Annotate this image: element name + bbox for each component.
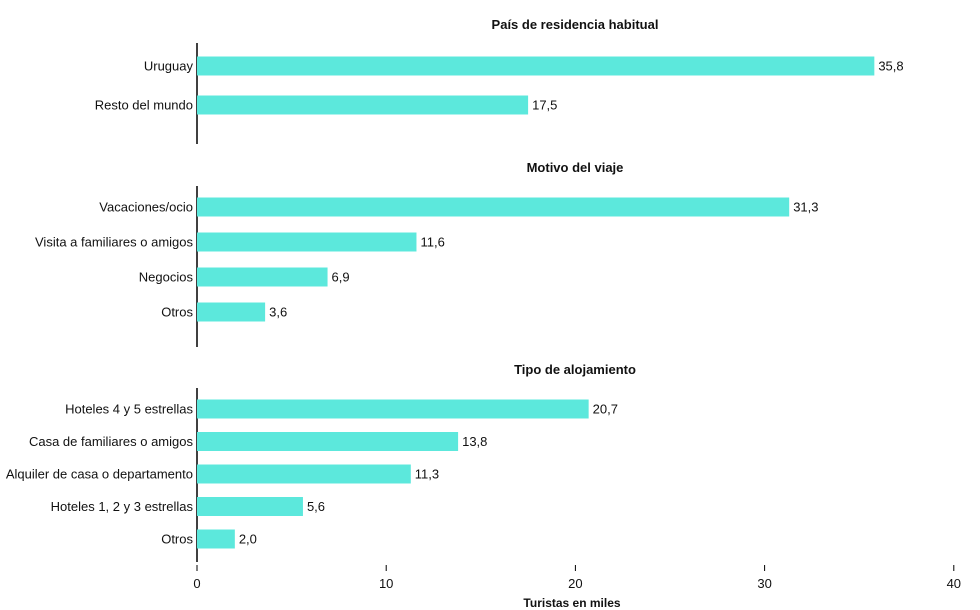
category-label: Resto del mundo: [95, 98, 193, 113]
bar: [197, 529, 235, 549]
category-label: Uruguay: [144, 59, 194, 74]
data-label: 17,5: [532, 98, 557, 113]
panel-3: Tipo de alojamiento Hoteles 4 y 5 estrell…: [6, 362, 636, 562]
category-label: Otros: [161, 305, 193, 320]
bar: [197, 464, 411, 484]
bar: [197, 399, 589, 419]
data-label: 31,3: [793, 200, 818, 215]
panel-title: Motivo del viaje: [527, 160, 624, 175]
panel-2: Motivo del viaje Vacaciones/ocio 31,3 Visit…: [35, 160, 819, 347]
data-label: 5,6: [307, 499, 325, 514]
category-label: Otros: [161, 532, 193, 547]
data-label: 11,3: [415, 467, 439, 482]
category-label: Hoteles 1, 2 y 3 estrellas: [51, 499, 194, 514]
bar: [197, 232, 417, 252]
x-axis-title: Turistas en miles: [523, 596, 620, 610]
data-label: 20,7: [593, 402, 618, 417]
panels-layer: País de residencia habitual Uruguay 35,8 Re…: [6, 17, 904, 562]
category-label: Negocios: [139, 270, 194, 285]
category-label: Casa de familiares o amigos: [29, 434, 194, 449]
x-tick-label: 20: [568, 576, 582, 591]
bar: [197, 432, 459, 451]
data-label: 2,0: [239, 532, 257, 547]
category-label: Hoteles 4 y 5 estrellas: [65, 402, 193, 417]
bar: [197, 95, 529, 115]
panel-title: País de residencia habitual: [492, 17, 659, 32]
x-tick-label: 30: [757, 576, 771, 591]
bar: [197, 56, 875, 76]
data-label: 13,8: [462, 434, 487, 449]
x-tick-label: 0: [193, 576, 200, 591]
category-label: Visita a familiares o amigos: [35, 235, 193, 250]
panel-title: Tipo de alojamiento: [514, 362, 636, 377]
bar: [197, 267, 328, 287]
bar: [197, 197, 790, 217]
x-tick-label: 10: [379, 576, 393, 591]
data-label: 3,6: [269, 305, 287, 320]
category-label: Alquiler de casa o departamento: [6, 467, 193, 482]
data-label: 11,6: [420, 235, 444, 250]
panel-1: País de residencia habitual Uruguay 35,8 Re…: [95, 17, 904, 144]
data-label: 35,8: [878, 59, 903, 74]
bar: [197, 302, 266, 322]
bar: [197, 497, 303, 516]
x-axis: 0 10 20 30 40: [193, 565, 961, 591]
category-label: Vacaciones/ocio: [99, 200, 193, 215]
data-label: 6,9: [332, 270, 350, 285]
x-tick-label: 40: [947, 576, 961, 591]
